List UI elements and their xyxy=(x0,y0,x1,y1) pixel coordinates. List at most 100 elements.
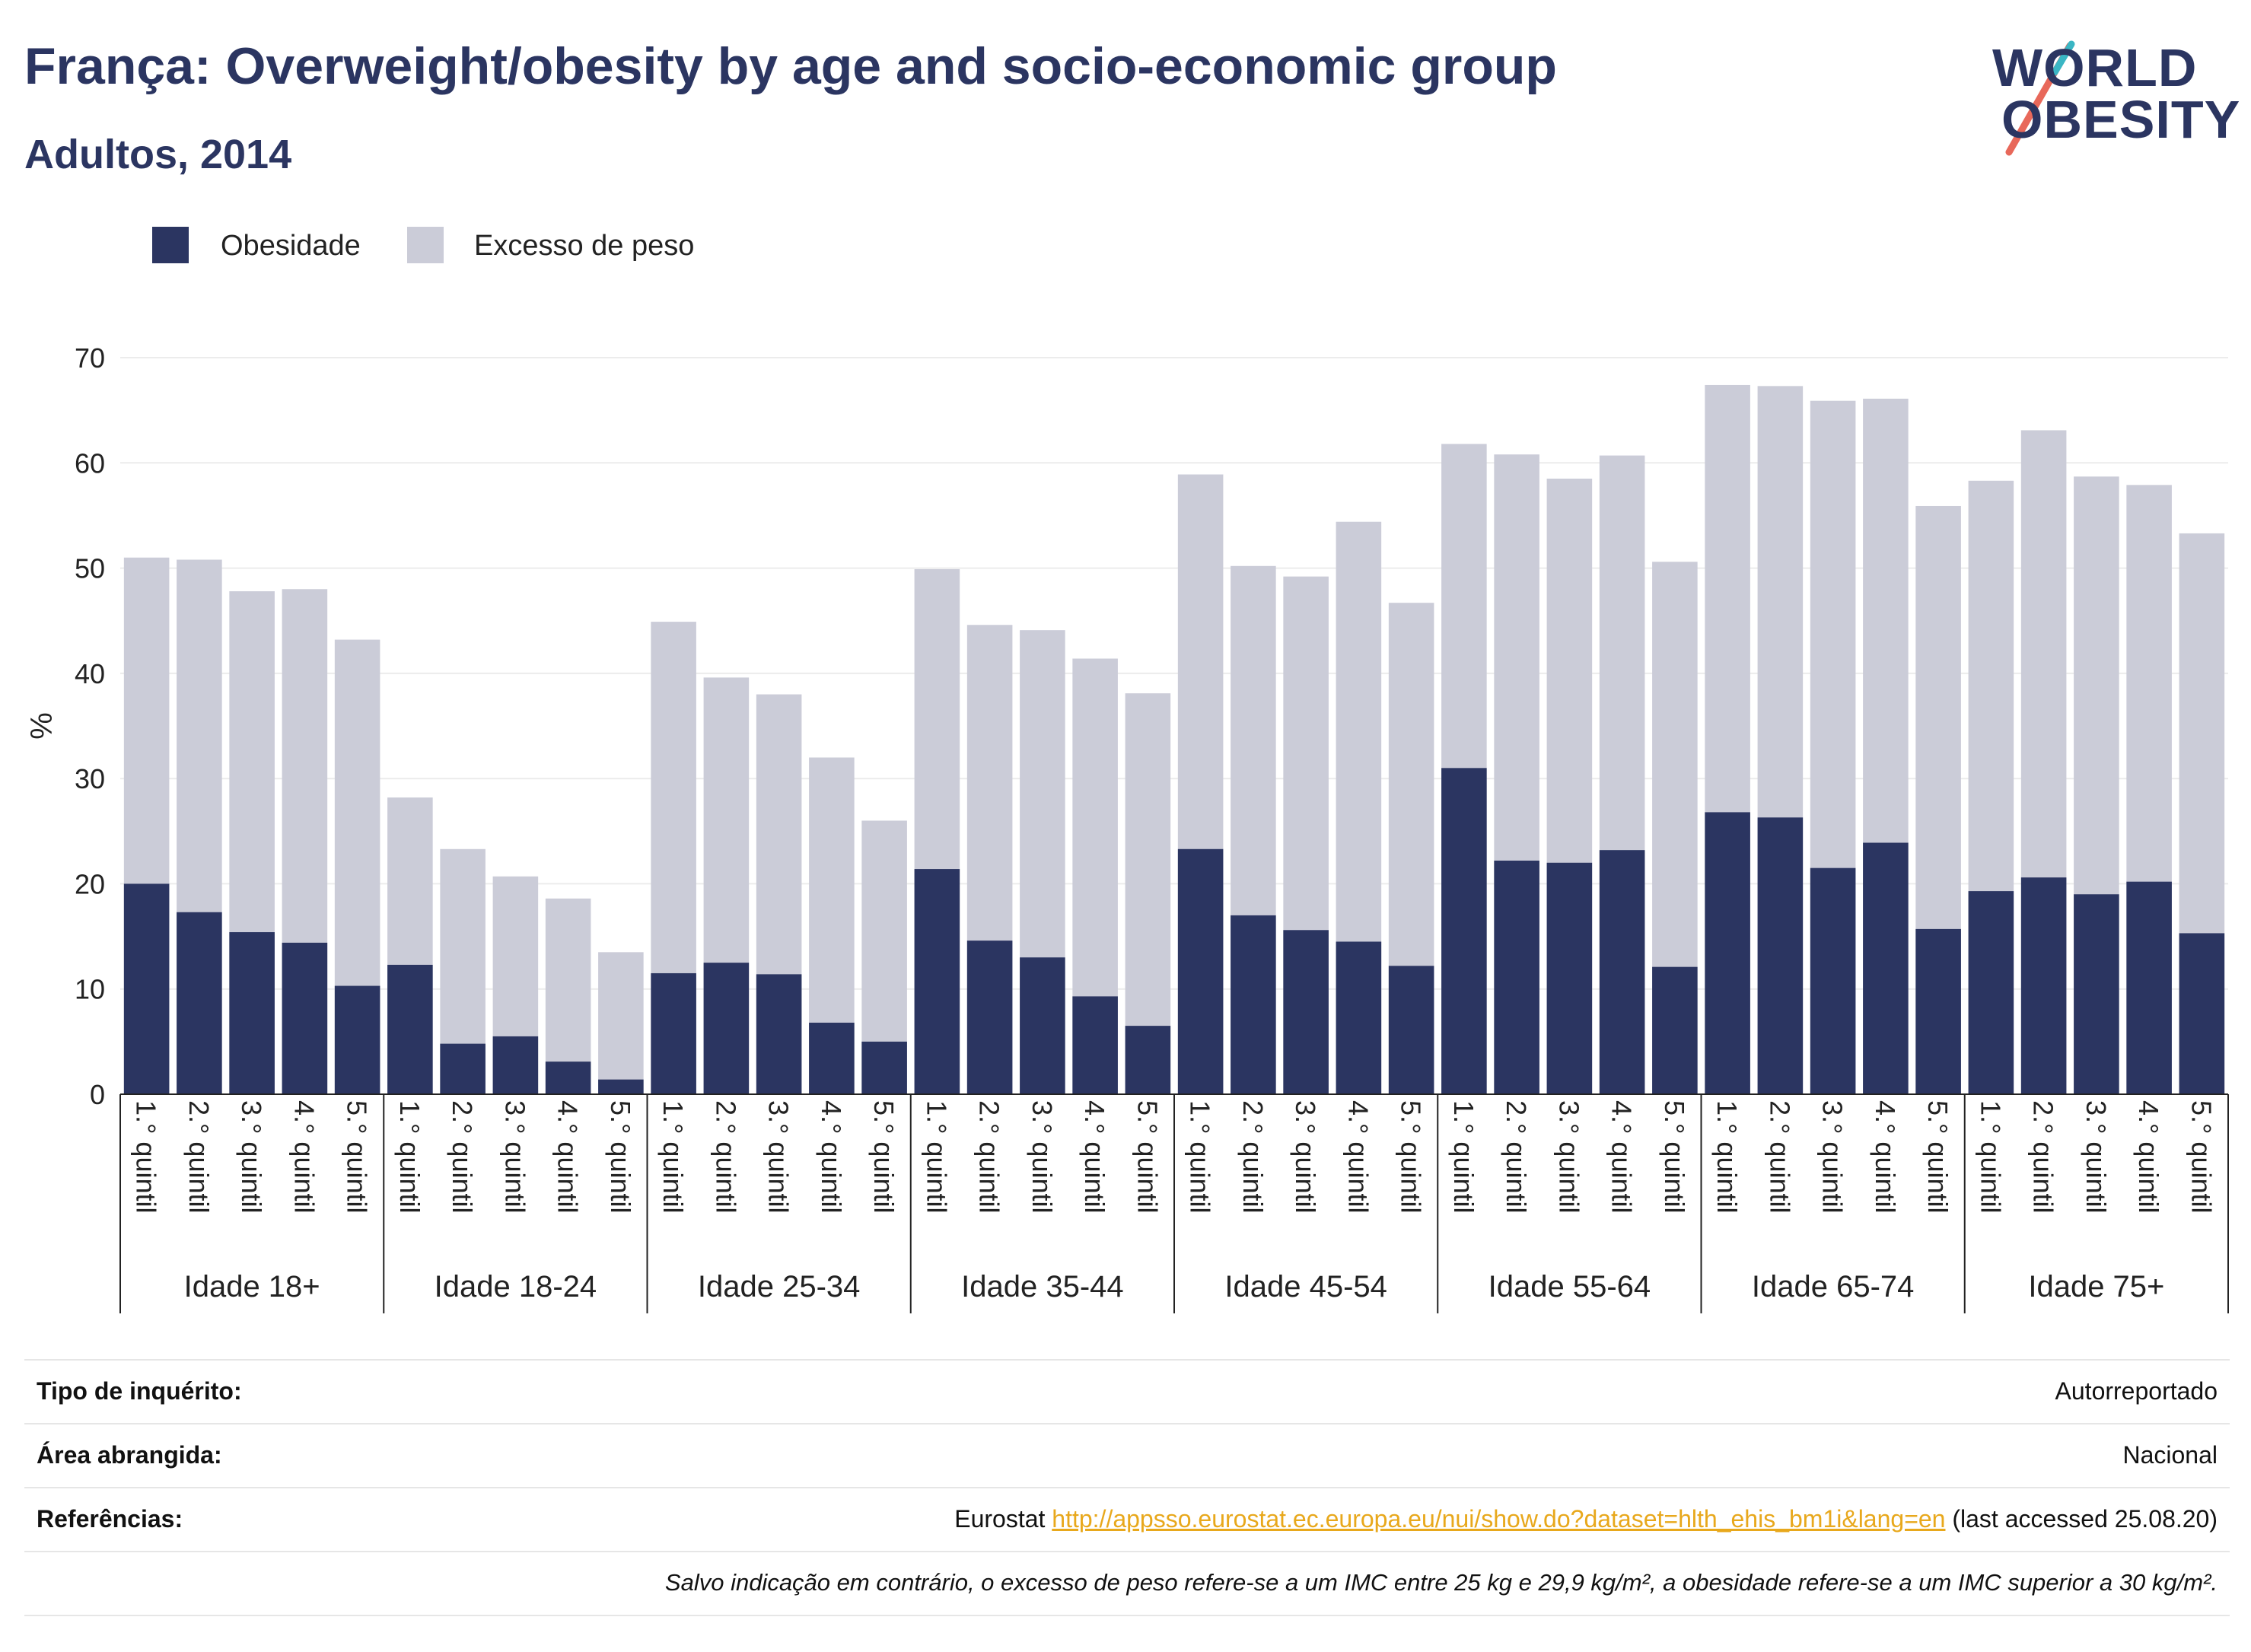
logo-word-world: WORLD xyxy=(1992,38,2198,97)
bar-obesidade xyxy=(1283,930,1329,1094)
logo-word-obesity: OBESITY xyxy=(2001,90,2241,149)
y-tick-label: 40 xyxy=(75,658,105,689)
bar-obesidade xyxy=(756,974,802,1094)
x-group-label: Idade 45-54 xyxy=(1224,1270,1387,1303)
chart-title: França: Overweight/obesity by age and so… xyxy=(24,37,1557,95)
bar-obesidade xyxy=(1177,848,1224,1094)
bar-obesidade xyxy=(1125,1026,1171,1094)
bar-obesidade xyxy=(1757,817,1804,1094)
y-tick-label: 0 xyxy=(90,1079,105,1110)
bar-chart: 0 10 20 30 40 50 60 70% 1.° quintil 2.° quintil 3.… xyxy=(25,342,2229,1313)
info-table: Tipo de inquérito: Autorreportado Área a… xyxy=(24,1359,2230,1616)
references-label: Referências: xyxy=(37,1505,183,1533)
bar-obesidade xyxy=(123,883,170,1094)
x-tick-label: 3.° quintil xyxy=(1290,1100,1321,1213)
bar-obesidade xyxy=(914,869,960,1094)
bar-obesidade xyxy=(177,912,222,1094)
x-tick-label: 5.° quintil xyxy=(1396,1100,1427,1213)
x-tick-label: 4.° quintil xyxy=(1079,1100,1110,1213)
bar-obesidade xyxy=(703,963,750,1094)
bar-obesidade xyxy=(598,1079,644,1094)
bar-obesidade xyxy=(1336,941,1382,1094)
world-obesity-logo: WORLD OBESITY xyxy=(1979,38,2240,160)
bar-obesidade xyxy=(1388,966,1434,1094)
bar-obesidade xyxy=(1494,861,1539,1094)
x-tick-label: 3.° quintil xyxy=(236,1100,267,1213)
chart-subtitle: Adultos, 2014 xyxy=(24,132,292,177)
x-tick-label: 1.° quintil xyxy=(1185,1100,1216,1213)
bar-obesidade xyxy=(1652,966,1698,1094)
y-tick-label: 10 xyxy=(75,974,105,1005)
bar-obesidade xyxy=(2020,877,2067,1094)
y-tick-label: 20 xyxy=(75,868,105,899)
y-axis-title: % xyxy=(25,712,59,740)
x-tick-label: 3.° quintil xyxy=(499,1100,530,1213)
x-tick-label: 3.° quintil xyxy=(1817,1100,1848,1213)
x-tick-label: 3.° quintil xyxy=(2081,1100,2112,1213)
x-group-label: Idade 25-34 xyxy=(698,1270,861,1303)
x-group-label: Idade 35-44 xyxy=(961,1270,1124,1303)
info-row-note: Salvo indicação em contrário, o excesso … xyxy=(24,1551,2230,1616)
x-tick-label: 1.° quintil xyxy=(1711,1100,1743,1213)
definition-note: Salvo indicação em contrário, o excesso … xyxy=(664,1569,2218,1596)
reference-accessed: (last accessed 25.08.20) xyxy=(1945,1505,2218,1533)
bar-obesidade xyxy=(809,1022,855,1094)
x-group-label: Idade 18+ xyxy=(184,1270,320,1303)
reference-link[interactable]: http://appsso.eurostat.ec.europa.eu/nui/… xyxy=(1052,1505,1946,1533)
x-tick-label: 1.° quintil xyxy=(1975,1100,2006,1213)
x-tick-label: 4.° quintil xyxy=(2133,1100,2164,1213)
survey-type-label: Tipo de inquérito: xyxy=(37,1377,242,1405)
x-tick-label: 3.° quintil xyxy=(1027,1100,1058,1213)
bar-obesidade xyxy=(1599,850,1645,1094)
x-group-label: Idade 55-64 xyxy=(1488,1270,1651,1303)
logo-slash-icon xyxy=(2005,40,2075,156)
bar-obesidade xyxy=(282,942,328,1094)
x-tick-label: 5.° quintil xyxy=(1922,1100,1953,1213)
bar-excesso-de-peso xyxy=(598,952,644,1094)
bar-obesidade xyxy=(492,1036,539,1094)
bar-obesidade xyxy=(1968,891,2014,1094)
y-tick-label: 70 xyxy=(75,342,105,374)
coverage-area-value: Nacional xyxy=(2122,1441,2218,1469)
bar-obesidade xyxy=(861,1041,907,1094)
legend-swatch-excesso-de-peso xyxy=(407,227,444,263)
x-tick-label: 5.° quintil xyxy=(1132,1100,1163,1213)
legend-label-obesidade: Obesidade xyxy=(221,230,361,262)
x-tick-label: 2.° quintil xyxy=(1501,1100,1532,1213)
info-row-area: Área abrangida: Nacional xyxy=(24,1423,2230,1487)
bar-obesidade xyxy=(1915,928,1961,1094)
bar-obesidade xyxy=(1863,842,1909,1094)
x-tick-label: 3.° quintil xyxy=(1553,1100,1584,1213)
bar-obesidade xyxy=(966,941,1013,1094)
info-row-survey: Tipo de inquérito: Autorreportado xyxy=(24,1359,2230,1423)
coverage-area-label: Área abrangida: xyxy=(37,1441,222,1469)
x-tick-label: 2.° quintil xyxy=(183,1100,215,1213)
y-tick-label: 50 xyxy=(75,553,105,584)
x-tick-label: 4.° quintil xyxy=(816,1100,847,1213)
x-tick-label: 2.° quintil xyxy=(447,1100,478,1213)
x-tick-label: 3.° quintil xyxy=(763,1100,794,1213)
x-tick-label: 2.° quintil xyxy=(1237,1100,1269,1213)
bar-obesidade xyxy=(545,1062,591,1094)
bar-obesidade xyxy=(440,1043,486,1094)
x-tick-label: 1.° quintil xyxy=(657,1100,689,1213)
info-row-references: Referências: Eurostat http://appsso.euro… xyxy=(24,1487,2230,1551)
y-tick-label: 60 xyxy=(75,447,105,479)
bar-obesidade xyxy=(1705,812,1750,1094)
survey-type-value: Autorreportado xyxy=(2055,1377,2218,1405)
x-tick-label: 4.° quintil xyxy=(1606,1100,1638,1213)
bar-obesidade xyxy=(1072,996,1118,1094)
x-tick-label: 2.° quintil xyxy=(974,1100,1005,1213)
bar-obesidade xyxy=(2179,933,2225,1094)
bar-obesidade xyxy=(2126,881,2172,1094)
bar-obesidade xyxy=(1231,915,1276,1094)
bar-obesidade xyxy=(651,972,696,1094)
x-tick-label: 5.° quintil xyxy=(342,1100,373,1213)
x-group-label: Idade 18-24 xyxy=(435,1270,597,1303)
bar-obesidade xyxy=(1441,768,1487,1094)
bar-obesidade xyxy=(1020,957,1065,1094)
x-tick-label: 4.° quintil xyxy=(1870,1100,1901,1213)
x-tick-label: 1.° quintil xyxy=(1448,1100,1479,1213)
reference-source: Eurostat xyxy=(954,1505,1052,1533)
x-tick-label: 4.° quintil xyxy=(552,1100,584,1213)
